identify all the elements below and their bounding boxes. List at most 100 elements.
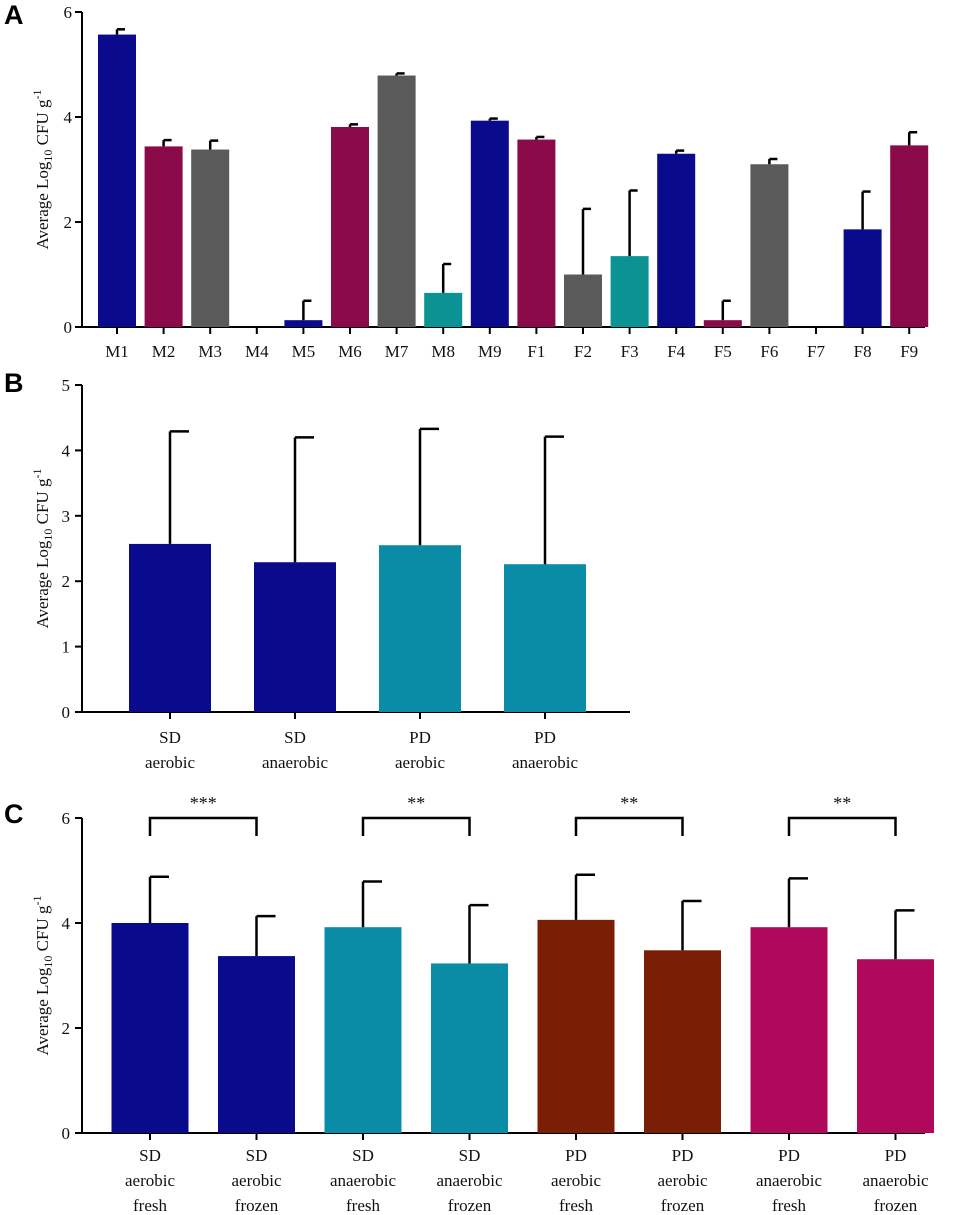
panel-a-bar bbox=[331, 126, 369, 327]
panel-a-category-label: M8 bbox=[431, 342, 455, 361]
panel-b-y-tick-label: 3 bbox=[62, 507, 71, 526]
panel-c-bar bbox=[750, 927, 828, 1133]
panel-c-bar bbox=[324, 927, 402, 1133]
panel-a-bar bbox=[144, 146, 183, 327]
panel-a-category-label: M3 bbox=[198, 342, 222, 361]
panel-c-chart: 0 2 4 6 Average Log10 CFU g-1 SD aerobic fresh S… bbox=[30, 793, 934, 1215]
panel-b-y-tick-label: 0 bbox=[62, 703, 71, 722]
panel-a-bar bbox=[843, 229, 882, 327]
panel-c-y-tick-label: 2 bbox=[62, 1019, 71, 1038]
panel-a-bar bbox=[377, 75, 416, 328]
panel-b-category-label: SD bbox=[159, 728, 181, 747]
panel-c-significance-label: ** bbox=[620, 793, 638, 813]
panel-c-category-label: fresh bbox=[772, 1196, 806, 1215]
panel-c-category-label: aerobic bbox=[551, 1171, 601, 1190]
panel-c-category-label: aerobic bbox=[125, 1171, 175, 1190]
panel-a-bar bbox=[424, 292, 463, 327]
panel-a-category-label: F9 bbox=[900, 342, 918, 361]
panel-c-bar bbox=[857, 959, 934, 1133]
panel-b-letter: B bbox=[4, 368, 24, 398]
panel-a-bar bbox=[517, 139, 556, 327]
panel-a-chart: 0 2 4 6 Average Log10 CFU g-1 M1 M2 M3 M4 M5 M6 M7 M… bbox=[30, 3, 929, 361]
panel-c-category-label: fresh bbox=[133, 1196, 167, 1215]
panel-a-bar bbox=[610, 256, 649, 327]
panel-c-category-label: anaerobic bbox=[436, 1171, 503, 1190]
panel-c-category-label: PD bbox=[672, 1146, 694, 1165]
panel-b-y-tick-label: 4 bbox=[62, 441, 71, 460]
panel-a-category-label: M1 bbox=[105, 342, 129, 361]
panel-c-significance-bracket bbox=[787, 816, 897, 836]
panel-c-y-tick-label: 4 bbox=[62, 914, 71, 933]
panel-b-y-tick-label: 5 bbox=[62, 376, 71, 395]
panel-a-y-tick-label: 0 bbox=[64, 318, 73, 337]
panel-c-significance-label: ** bbox=[833, 793, 851, 813]
panel-c-category-label: SD bbox=[352, 1146, 374, 1165]
panel-c-category-label: SD bbox=[139, 1146, 161, 1165]
panel-a-bar bbox=[657, 153, 696, 327]
panel-a-category-label: F7 bbox=[807, 342, 825, 361]
panel-c-bar bbox=[431, 963, 508, 1133]
panel-c-category-label: frozen bbox=[235, 1196, 279, 1215]
panel-a-category-label: F1 bbox=[527, 342, 545, 361]
panel-c-category-label: PD bbox=[778, 1146, 800, 1165]
panel-c-significance-bracket bbox=[574, 816, 684, 836]
panel-a-y-tick-label: 2 bbox=[64, 213, 73, 232]
panel-c-significance-bracket bbox=[361, 816, 471, 836]
panel-a-bar bbox=[564, 274, 602, 327]
panel-b-category-label: PD bbox=[534, 728, 556, 747]
panel-c-bar bbox=[218, 956, 295, 1133]
panel-a-letter: A bbox=[4, 0, 24, 30]
panel-b-bar bbox=[379, 545, 461, 712]
panel-b-bar bbox=[129, 543, 211, 712]
panel-c-category-label: SD bbox=[246, 1146, 268, 1165]
panel-a-category-label: F8 bbox=[854, 342, 872, 361]
panel-a-bar bbox=[703, 320, 742, 327]
panel-a-category-label: F2 bbox=[574, 342, 592, 361]
panel-a-category-label: M4 bbox=[245, 342, 269, 361]
panel-b-bar bbox=[504, 564, 586, 712]
panel-c-category-label: anaerobic bbox=[756, 1171, 823, 1190]
panel-b-category-label: SD bbox=[284, 728, 306, 747]
panel-a-category-label: M2 bbox=[152, 342, 176, 361]
panel-c-letter: C bbox=[4, 799, 24, 829]
panel-b-y-tick-label: 2 bbox=[62, 572, 71, 591]
panel-b-chart: 0 1 2 3 4 5 Average Log10 CFU g-1 SD aerobic SD an… bbox=[30, 376, 630, 772]
panel-c-category-label: aerobic bbox=[231, 1171, 281, 1190]
panel-b-category-label: PD bbox=[409, 728, 431, 747]
panel-c-category-label: PD bbox=[885, 1146, 907, 1165]
panel-c-category-label: SD bbox=[459, 1146, 481, 1165]
panel-a-bar bbox=[470, 120, 509, 327]
panel-a-y-tick-label: 4 bbox=[64, 108, 73, 127]
panel-c-category-label: fresh bbox=[559, 1196, 593, 1215]
panel-c-category-label: frozen bbox=[874, 1196, 918, 1215]
panel-a-category-label: F3 bbox=[621, 342, 639, 361]
panel-c-bar bbox=[111, 923, 189, 1133]
panel-a-category-label: F5 bbox=[714, 342, 732, 361]
panel-a-y-axis-label: Average Log10 CFU g-1 bbox=[30, 89, 55, 249]
panel-a-category-label: M6 bbox=[338, 342, 362, 361]
panel-c-significance-bracket bbox=[148, 816, 258, 836]
panel-c-category-label: PD bbox=[565, 1146, 587, 1165]
panel-c-bar bbox=[537, 919, 615, 1133]
panel-a-y-tick-label: 6 bbox=[64, 3, 73, 22]
panel-c-significance-label: ** bbox=[407, 793, 425, 813]
panel-c-y-tick-label: 6 bbox=[62, 809, 71, 828]
panel-b-y-axis-label: Average Log10 CFU g-1 bbox=[30, 468, 55, 628]
panel-a-category-label: M9 bbox=[478, 342, 502, 361]
panel-b-category-label: anaerobic bbox=[512, 753, 579, 772]
panel-c-category-label: fresh bbox=[346, 1196, 380, 1215]
panel-c-significance-label: *** bbox=[190, 793, 217, 813]
panel-c-category-label: anaerobic bbox=[330, 1171, 397, 1190]
panel-b-y-tick-label: 1 bbox=[62, 638, 71, 657]
panel-c-category-label: frozen bbox=[448, 1196, 492, 1215]
panel-c-category-label: frozen bbox=[661, 1196, 705, 1215]
panel-a-category-label: M7 bbox=[385, 342, 409, 361]
panel-c-category-label: aerobic bbox=[657, 1171, 707, 1190]
panel-c-category-label: anaerobic bbox=[862, 1171, 929, 1190]
panel-b-category-label: aerobic bbox=[395, 753, 445, 772]
panel-a-bar bbox=[890, 145, 929, 327]
panel-a-category-label: F6 bbox=[760, 342, 778, 361]
panel-b-category-label: anaerobic bbox=[262, 753, 329, 772]
panel-b-category-label: aerobic bbox=[145, 753, 195, 772]
